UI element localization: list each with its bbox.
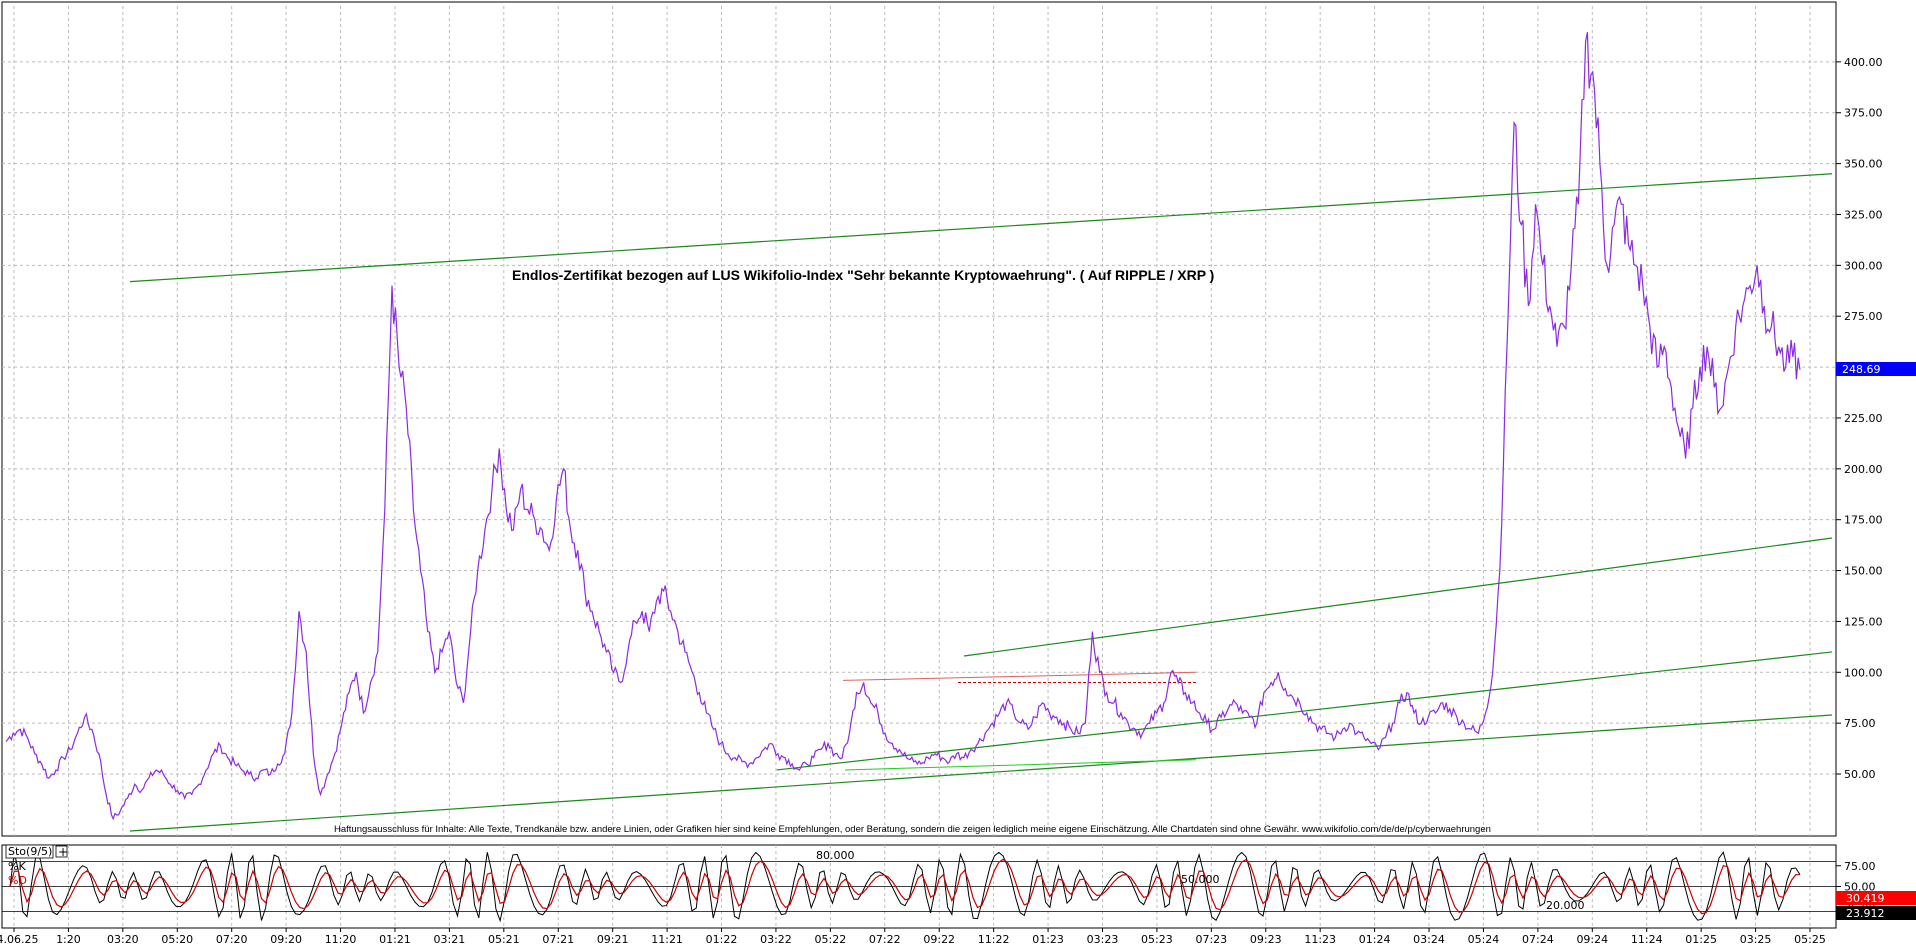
y-tick-label: 325.00 bbox=[1844, 208, 1883, 221]
x-tick-label: 03:22 bbox=[760, 933, 792, 946]
x-tick-label: 03:20 bbox=[107, 933, 139, 946]
x-tick-label: 01:24 bbox=[1359, 933, 1391, 946]
x-tick-label: 05:20 bbox=[161, 933, 193, 946]
x-tick-label: 09:21 bbox=[597, 933, 629, 946]
x-tick-label: 01:22 bbox=[706, 933, 738, 946]
x-tick-label: 09:22 bbox=[923, 933, 955, 946]
x-tick-label: 09:24 bbox=[1576, 933, 1608, 946]
x-tick-label: 07:21 bbox=[542, 933, 574, 946]
trendline bbox=[776, 651, 1833, 771]
x-tick-label: 03:21 bbox=[434, 933, 466, 946]
x-tick-label: 24.06.25 bbox=[0, 933, 38, 946]
expand-panel-button[interactable] bbox=[55, 845, 68, 858]
trendline bbox=[963, 537, 1833, 657]
last-price-label: 248.69 bbox=[1842, 363, 1881, 376]
x-tick-label: 09:20 bbox=[270, 933, 302, 946]
x-tick-label: 11:24 bbox=[1631, 933, 1663, 946]
x-tick-label: 11:20 bbox=[325, 933, 357, 946]
x-tick-label: 05:21 bbox=[488, 933, 520, 946]
plus-icon: + bbox=[58, 845, 68, 859]
stochastic-d-label: %D bbox=[8, 874, 27, 887]
stochastic-d-line bbox=[9, 858, 1800, 915]
y-tick-label: 75.00 bbox=[1844, 717, 1876, 730]
stochastic-panel bbox=[2, 861, 1836, 912]
osc-y-tick-label: 50.00 bbox=[1844, 881, 1876, 894]
x-tick-label: 05:24 bbox=[1468, 933, 1500, 946]
x-tick-label: 11:21 bbox=[651, 933, 683, 946]
chart-title: Endlos-Zertifikat bezogen auf LUS Wikifo… bbox=[512, 267, 1214, 283]
osc-y-tick-label: 75.00 bbox=[1844, 860, 1876, 873]
y-tick-label: 100.00 bbox=[1844, 666, 1883, 679]
x-tick-label: 07:22 bbox=[869, 933, 901, 946]
stochastic-level-labels: 80.000 50.000 20.000 bbox=[816, 849, 1585, 912]
price-y-axis: 50.00 75.00 100.00 125.00 150.00 175.00 200.00… bbox=[1836, 56, 1883, 781]
resistance-line bbox=[842, 671, 1197, 681]
stochastic-title: Sto(9/5) bbox=[8, 845, 52, 858]
time-x-axis: 24.06.25 1:20 03:20 05:20 07:20 09:20 11:20 01:… bbox=[0, 928, 1826, 946]
x-tick-label: 07:20 bbox=[216, 933, 248, 946]
x-tick-label: 11:23 bbox=[1304, 933, 1336, 946]
y-tick-label: 300.00 bbox=[1844, 259, 1883, 272]
stochastic-k-last: 23.912 bbox=[1846, 907, 1885, 920]
x-tick-label: 01:21 bbox=[379, 933, 411, 946]
price-plot-frame bbox=[1, 1, 1837, 837]
level-80-label: 80.000 bbox=[816, 849, 855, 862]
trendline bbox=[129, 173, 1833, 283]
price-grid bbox=[1, 1, 1837, 929]
x-tick-label: 05:25 bbox=[1794, 933, 1826, 946]
y-tick-label: 375.00 bbox=[1844, 107, 1883, 120]
x-tick-label: 03:24 bbox=[1413, 933, 1445, 946]
x-tick-label: 05:22 bbox=[815, 933, 847, 946]
x-tick-label: 07:24 bbox=[1522, 933, 1554, 946]
price-series-line bbox=[5, 32, 1801, 821]
x-tick-label: 01:25 bbox=[1685, 933, 1717, 946]
y-tick-label: 175.00 bbox=[1844, 514, 1883, 527]
stochastic-k-line bbox=[9, 851, 1801, 923]
y-tick-label: 50.00 bbox=[1844, 768, 1876, 781]
y-tick-label: 150.00 bbox=[1844, 565, 1883, 578]
stochastic-d-last: 30.419 bbox=[1846, 892, 1885, 905]
x-tick-label: 07:23 bbox=[1195, 933, 1227, 946]
stochastic-last-markers: 30.419 23.912 bbox=[1836, 891, 1916, 920]
y-tick-label: 275.00 bbox=[1844, 310, 1883, 323]
y-tick-label: 225.00 bbox=[1844, 412, 1883, 425]
trendline-group bbox=[129, 173, 1833, 832]
resistance-group bbox=[842, 671, 1197, 683]
x-tick-label: 05:23 bbox=[1141, 933, 1173, 946]
y-tick-label: 125.00 bbox=[1844, 615, 1883, 628]
x-tick-label: 09:23 bbox=[1250, 933, 1282, 946]
trendline bbox=[129, 714, 1833, 832]
level-50-label: 50.000 bbox=[1181, 873, 1220, 886]
stochastic-legend: Sto(9/5) + %K %D bbox=[5, 844, 68, 887]
x-tick-label: 1:20 bbox=[56, 933, 81, 946]
y-tick-label: 350.00 bbox=[1844, 158, 1883, 171]
level-20-label: 20.000 bbox=[1546, 899, 1585, 912]
last-price-marker: 248.69 bbox=[1836, 362, 1916, 376]
x-tick-label: 03:23 bbox=[1087, 933, 1119, 946]
x-tick-label: 03:25 bbox=[1740, 933, 1772, 946]
x-tick-label: 01:23 bbox=[1032, 933, 1064, 946]
x-tick-label: 11:22 bbox=[978, 933, 1010, 946]
disclaimer-text: Haftungsausschluss für Inhalte: Alle Tex… bbox=[334, 824, 1491, 835]
y-tick-label: 400.00 bbox=[1844, 56, 1883, 69]
y-tick-label: 200.00 bbox=[1844, 463, 1883, 476]
short-support-line bbox=[844, 759, 1197, 771]
stochastic-k-label: %K bbox=[8, 860, 26, 873]
